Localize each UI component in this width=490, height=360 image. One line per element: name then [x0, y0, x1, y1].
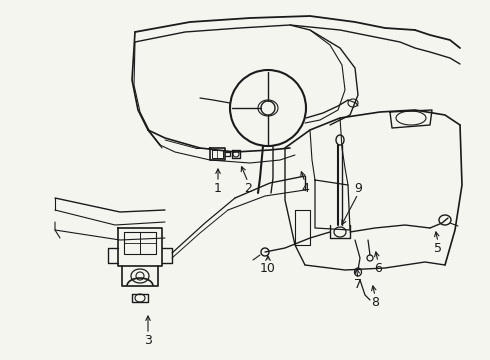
Text: 8: 8	[371, 296, 379, 309]
Text: 9: 9	[354, 181, 362, 194]
Text: 5: 5	[434, 242, 442, 255]
Text: 2: 2	[244, 181, 252, 194]
Text: 10: 10	[260, 261, 276, 274]
Text: 3: 3	[144, 333, 152, 346]
Text: 4: 4	[301, 181, 309, 194]
Text: 1: 1	[214, 181, 222, 194]
Text: 7: 7	[354, 279, 362, 292]
Text: 6: 6	[374, 261, 382, 274]
